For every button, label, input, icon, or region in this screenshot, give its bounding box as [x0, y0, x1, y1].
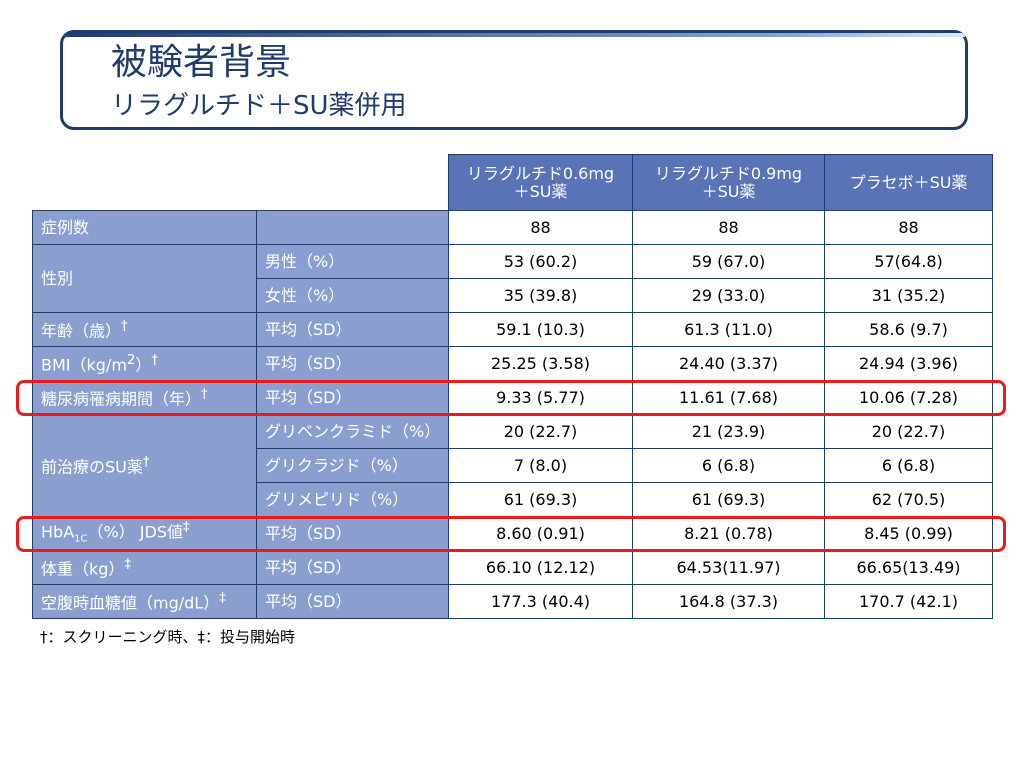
table-row-cases: 症例数 88 88 88: [32, 210, 993, 245]
cell: 61.3 (11.0): [632, 312, 825, 347]
cell: 170.7 (42.1): [824, 584, 993, 619]
header-blank: [32, 154, 449, 211]
col-header-lira09: リラグルチド0.9mg ＋SU薬: [632, 154, 825, 211]
highlight-hba1c-row: [16, 516, 1006, 552]
row-label-bmi: BMI（kg/m2）†: [32, 346, 257, 381]
cell: 24.40 (3.37): [632, 346, 825, 381]
table-row-hba1c: HbA1C（%） JDS値‡ 平均（SD） 8.60 (0.91) 8.21 (…: [32, 516, 993, 551]
row-sub-age: 平均（SD）: [256, 312, 449, 347]
row-sub-fpg: 平均（SD）: [256, 584, 449, 619]
cell: 20 (22.7): [448, 414, 633, 449]
page-subtitle: リラグルチド＋SU薬併用: [111, 91, 407, 121]
title-box: 被験者背景 リラグルチド＋SU薬併用: [60, 30, 968, 130]
highlight-duration-row: [16, 380, 1006, 416]
background-table: リラグルチド0.6mg ＋SU薬 リラグルチド0.9mg ＋SU薬 プラセボ＋SU薬…: [32, 154, 993, 619]
row-label-age: 年齢（歳）†: [32, 312, 257, 347]
cell: 58.6 (9.7): [824, 312, 993, 347]
header-row: リラグルチド0.6mg ＋SU薬 リラグルチド0.9mg ＋SU薬 プラセボ＋SU薬: [32, 154, 993, 211]
cell: 24.94 (3.96): [824, 346, 993, 381]
cell: 64.53(11.97): [632, 550, 825, 585]
table-row-fpg: 空腹時血糖値（mg/dL）‡ 平均（SD） 177.3 (40.4) 164.8…: [32, 584, 993, 619]
cell: 88: [824, 210, 993, 245]
table-row-weight: 体重（kg）‡ 平均（SD） 66.10 (12.12) 64.53(11.97…: [32, 550, 993, 585]
row-sub-gliclazide: グリクラジド（%）: [256, 448, 449, 483]
row-sub-glimepiride: グリメピリド（%）: [256, 482, 449, 517]
cell: 61 (69.3): [448, 482, 633, 517]
row-sub-empty: [256, 210, 449, 245]
cell: 11.61 (7.68): [632, 380, 825, 415]
cell: 6 (6.8): [824, 448, 993, 483]
cell: 53 (60.2): [448, 244, 633, 279]
col-header-placebo: プラセボ＋SU薬: [824, 154, 993, 211]
cell: 7 (8.0): [448, 448, 633, 483]
row-sub-male: 男性（%）: [256, 244, 449, 279]
table-row-glimepiride: グリメピリド（%） 61 (69.3) 61 (69.3) 62 (70.5): [33, 482, 993, 517]
cell: 21 (23.9): [632, 414, 825, 449]
cell: 88: [632, 210, 825, 245]
cell: 59 (67.0): [632, 244, 825, 279]
cell: 8.45 (0.99): [824, 516, 993, 551]
cell: 62 (70.5): [824, 482, 993, 517]
page-title: 被験者背景: [111, 42, 292, 83]
cell: 20 (22.7): [824, 414, 993, 449]
cell: 10.06 (7.28): [824, 380, 993, 415]
row-label-duration: 糖尿病罹病期間（年）†: [32, 380, 257, 415]
cell: 66.10 (12.12): [448, 550, 633, 585]
cell: 177.3 (40.4): [448, 584, 633, 619]
row-label-fpg: 空腹時血糖値（mg/dL）‡: [32, 584, 257, 619]
table-row-female: 女性（%） 35 (39.8) 29 (33.0) 31 (35.2): [33, 278, 993, 313]
row-label-sex: 性別: [32, 244, 257, 313]
row-label-hba1c: HbA1C（%） JDS値‡: [32, 516, 257, 551]
cell: 35 (39.8): [448, 278, 633, 313]
cell: 25.25 (3.58): [448, 346, 633, 381]
table-row-gliclazide: グリクラジド（%） 7 (8.0) 6 (6.8) 6 (6.8): [33, 448, 993, 483]
table-row-bmi: BMI（kg/m2）† 平均（SD） 25.25 (3.58) 24.40 (3…: [32, 346, 993, 381]
cell: 59.1 (10.3): [448, 312, 633, 347]
row-label-weight: 体重（kg）‡: [32, 550, 257, 585]
cell: 164.8 (37.3): [632, 584, 825, 619]
cell: 9.33 (5.77): [448, 380, 633, 415]
table-row-male: 性別 男性（%） 53 (60.2) 59 (67.0) 57(64.8): [32, 244, 993, 313]
row-sub-hba1c: 平均（SD）: [256, 516, 449, 551]
table-row-duration: 糖尿病罹病期間（年）† 平均（SD） 9.33 (5.77) 11.61 (7.…: [32, 380, 993, 415]
table-row-glibenclamide: 前治療のSU薬† グリベンクラミド（%） 20 (22.7) 21 (23.9)…: [32, 414, 993, 517]
col-header-lira06: リラグルチド0.6mg ＋SU薬: [448, 154, 633, 211]
cell: 29 (33.0): [632, 278, 825, 313]
cell: 8.60 (0.91): [448, 516, 633, 551]
cell: 6 (6.8): [632, 448, 825, 483]
cell: 61 (69.3): [632, 482, 825, 517]
row-sub-glibenclamide: グリベンクラミド（%）: [256, 414, 449, 449]
table-row-age: 年齢（歳）† 平均（SD） 59.1 (10.3) 61.3 (11.0) 58…: [32, 312, 993, 347]
row-sub-bmi: 平均（SD）: [256, 346, 449, 381]
footnote: †：スクリーニング時、‡：投与開始時: [40, 628, 296, 646]
row-label-prior-su: 前治療のSU薬†: [32, 414, 257, 517]
row-label-cases: 症例数: [32, 210, 257, 245]
cell: 66.65(13.49): [824, 550, 993, 585]
cell: 57(64.8): [824, 244, 993, 279]
cell: 8.21 (0.78): [632, 516, 825, 551]
row-sub-weight: 平均（SD）: [256, 550, 449, 585]
cell: 31 (35.2): [824, 278, 993, 313]
cell: 88: [448, 210, 633, 245]
row-sub-female: 女性（%）: [256, 278, 449, 313]
